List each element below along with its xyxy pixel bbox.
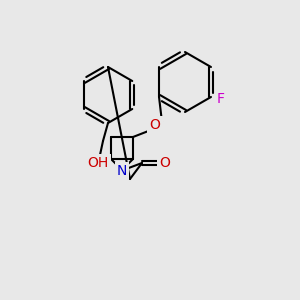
Text: F: F [217,92,225,106]
Text: O: O [150,118,160,132]
Text: N: N [117,164,127,178]
Text: OH: OH [87,156,109,170]
Text: O: O [160,156,170,170]
